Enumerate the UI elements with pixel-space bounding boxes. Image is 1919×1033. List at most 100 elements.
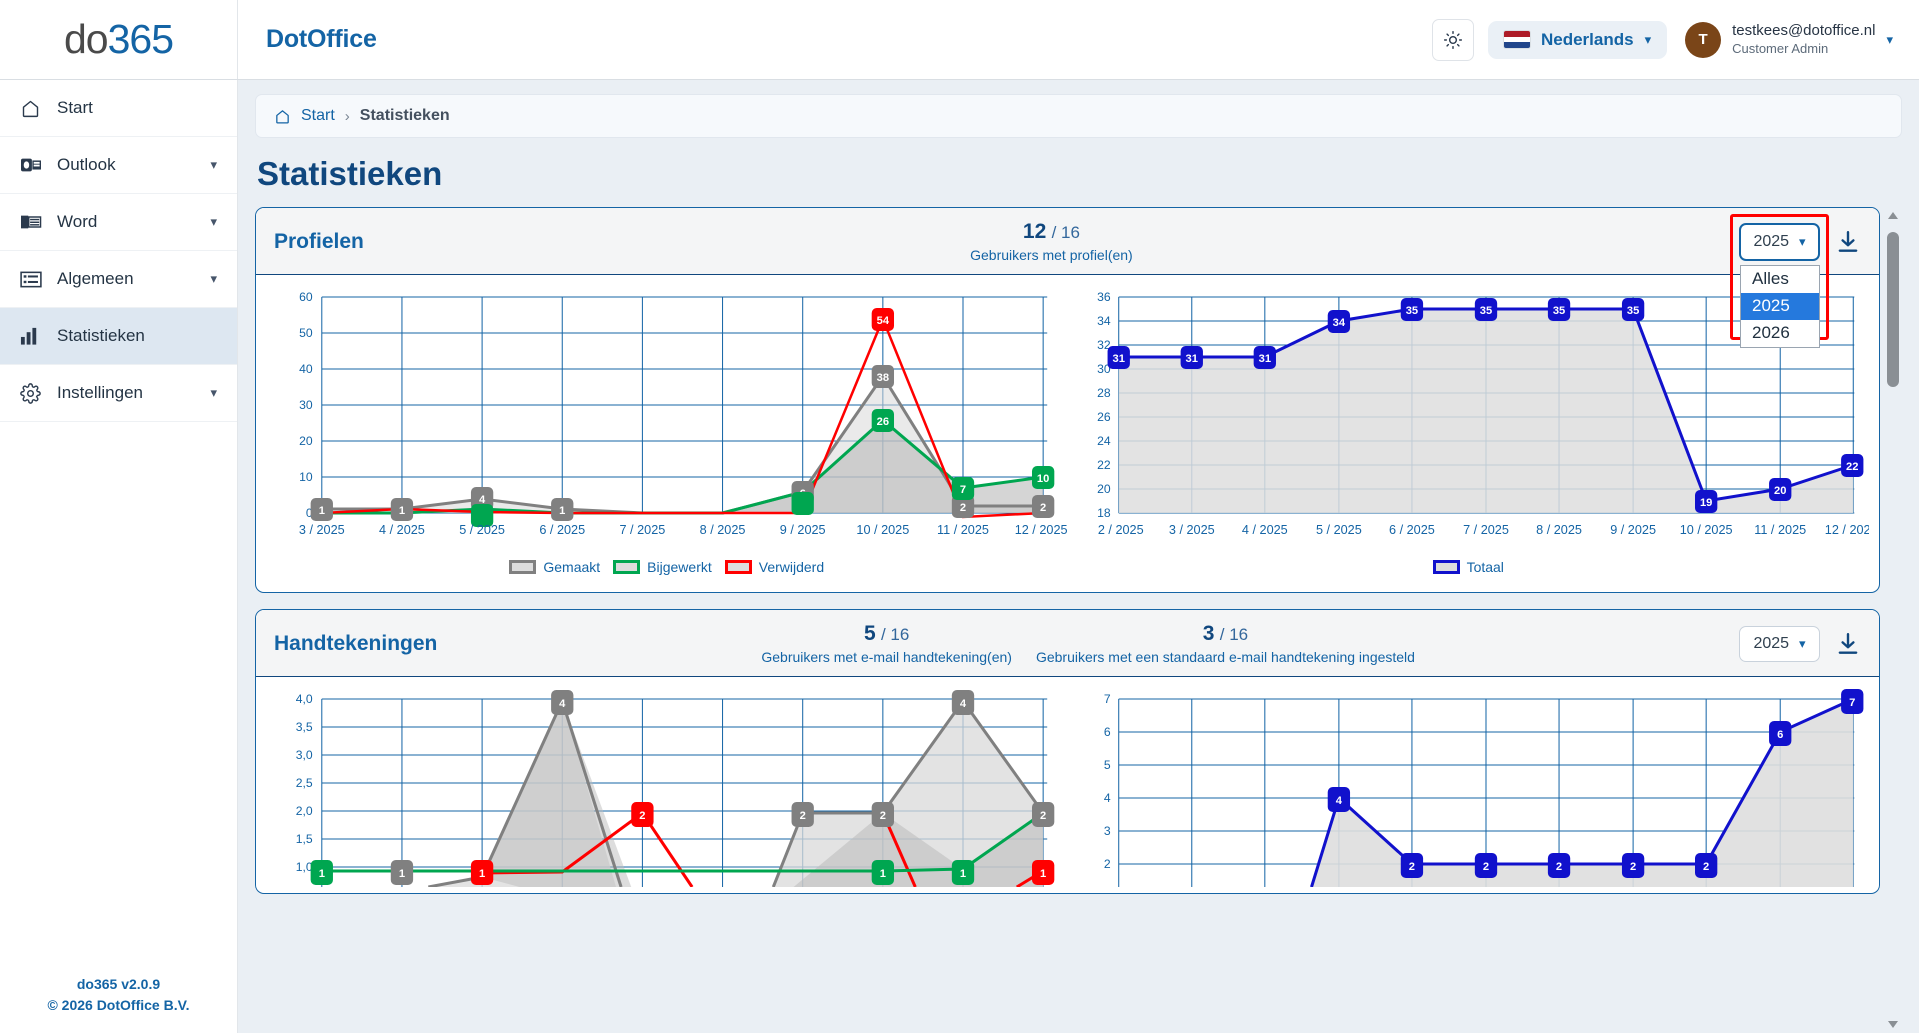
- breadcrumb-current: Statistieken: [359, 107, 450, 124]
- legend-item-verwijderd[interactable]: Verwijderd: [724, 559, 825, 575]
- gear-icon: [19, 382, 42, 405]
- list-icon: [19, 268, 42, 291]
- sidebar-item-statistieken[interactable]: Statistieken: [0, 308, 237, 365]
- svg-text:35: 35: [1552, 305, 1564, 317]
- sidebar-item-label: Statistieken: [57, 326, 145, 345]
- legend-item-gemaakt[interactable]: Gemaakt: [509, 559, 600, 575]
- sidebar-item-instellingen[interactable]: Instellingen ▾: [0, 365, 237, 422]
- download-button[interactable]: [1835, 229, 1861, 255]
- sun-icon: [1443, 30, 1463, 49]
- theme-toggle-button[interactable]: [1431, 18, 1474, 61]
- avatar: T: [1685, 21, 1722, 58]
- stat-value: 5: [864, 622, 876, 645]
- svg-text:7: 7: [1849, 697, 1855, 709]
- vertical-scrollbar[interactable]: [1886, 207, 1900, 1033]
- svg-text:2,5: 2,5: [296, 776, 313, 790]
- triangle-down-icon[interactable]: [1888, 1021, 1898, 1028]
- svg-text:7 / 2025: 7 / 2025: [1463, 523, 1509, 537]
- user-role: Customer Admin: [1732, 40, 1829, 56]
- svg-text:2: 2: [880, 810, 886, 822]
- stat-caption: Gebruikers met e-mail handtekening(en): [761, 649, 1012, 665]
- year-select[interactable]: 2025 ▾: [1739, 222, 1820, 261]
- year-option-2026[interactable]: 2026: [1752, 322, 1790, 342]
- stat-total: / 16: [880, 625, 910, 644]
- chart-profielen-total: 36 34 32 30 28 26 24 22 20 18: [1068, 285, 1869, 586]
- card-body: 4,0 3,5 3,0 2,5 2,0 1,5 1,0: [256, 677, 1879, 893]
- sidebar-footer: do365 v2.0.9 © 2026 DotOffice B.V.: [0, 974, 237, 1033]
- bar-chart-glyph: [20, 327, 37, 345]
- svg-text:1: 1: [880, 868, 886, 880]
- year-dropdown[interactable]: Alles 2025 2026: [1740, 264, 1820, 348]
- svg-text:5 / 2025: 5 / 2025: [459, 523, 505, 537]
- year-option-2025[interactable]: 2025: [1741, 292, 1819, 320]
- home-icon: [274, 108, 291, 125]
- area-bijgewerkt: [321, 420, 1044, 513]
- svg-text:12 / 2025: 12 / 2025: [1015, 523, 1068, 537]
- triangle-up-icon[interactable]: [1888, 212, 1898, 219]
- svg-text:8 / 2025: 8 / 2025: [1536, 523, 1582, 537]
- sidebar-item-outlook[interactable]: Outlook ▾: [0, 137, 237, 194]
- legend-label: Totaal: [1466, 559, 1504, 575]
- svg-text:20: 20: [1097, 482, 1111, 496]
- svg-text:9 / 2025: 9 / 2025: [780, 523, 826, 537]
- year-select-wrapper: 2025 ▾ Alles 2025 2026: [1730, 213, 1829, 348]
- scrollbar-thumb[interactable]: [1887, 232, 1899, 387]
- breadcrumb-home-link[interactable]: Start: [301, 107, 335, 124]
- user-menu[interactable]: T testkees@dotoffice.nl Customer Admin ▾: [1681, 21, 1893, 58]
- copyright: © 2026 DotOffice B.V.: [47, 996, 190, 1013]
- svg-text:0: 0: [306, 506, 313, 520]
- year-select[interactable]: 2025 ▾: [1739, 625, 1820, 662]
- stat-default-signature: 3 / 16 Gebruikers met een standaard e-ma…: [1024, 622, 1427, 665]
- stat-total: / 16: [1051, 223, 1080, 242]
- legend-item-bijgewerkt[interactable]: Bijgewerkt: [613, 559, 712, 575]
- svg-text:54: 54: [877, 315, 890, 327]
- stat-caption: Gebruikers met profiel(en): [970, 247, 1133, 263]
- svg-text:2: 2: [1555, 861, 1561, 873]
- svg-text:4 / 2025: 4 / 2025: [379, 523, 425, 537]
- svg-text:2 / 2025: 2 / 2025: [1097, 523, 1143, 537]
- chevron-down-icon: ▾: [210, 214, 217, 229]
- chevron-down-icon: ▾: [210, 157, 217, 172]
- download-button[interactable]: [1835, 631, 1861, 657]
- svg-text:4: 4: [1335, 795, 1342, 807]
- profielen-activity-plot: 60 50 40 30 20 10 0: [299, 290, 1068, 537]
- language-selector[interactable]: Nederlands ▾: [1487, 20, 1668, 59]
- sidebar-item-algemeen[interactable]: Algemeen ▾: [0, 251, 237, 308]
- legend-swatch-gemaakt: [509, 560, 537, 574]
- svg-text:10 / 2025: 10 / 2025: [856, 523, 909, 537]
- svg-text:2: 2: [1703, 861, 1709, 873]
- svg-text:20: 20: [299, 434, 313, 448]
- chevron-down-icon: ▾: [1799, 636, 1806, 651]
- sidebar-item-label: Word: [57, 212, 98, 231]
- stat-profiles: 12 / 16 Gebruikers met profiel(en): [958, 220, 1145, 263]
- sidebar-item-label: Instellingen: [57, 383, 144, 402]
- sidebar-item-start[interactable]: Start: [0, 80, 237, 137]
- legend-activity: Gemaakt Bijgewerkt Verwijderd: [266, 555, 1068, 586]
- svg-text:7: 7: [1103, 692, 1110, 706]
- logo-text: do365: [64, 19, 174, 60]
- y-axis-ticks: 60 50 40 30 20 10 0: [299, 290, 313, 520]
- stat-total: / 16: [1219, 625, 1249, 644]
- legend-item-totaal[interactable]: Totaal: [1432, 559, 1504, 575]
- stat-signatures: 5 / 16 Gebruikers met e-mail handtekenin…: [749, 622, 1024, 665]
- svg-text:2: 2: [960, 502, 966, 514]
- svg-text:26: 26: [877, 416, 889, 428]
- sidebar-item-word[interactable]: Word ▾: [0, 194, 237, 251]
- line-gemaakt-a: [428, 696, 623, 887]
- card-header: Profielen 12 / 16 Gebruikers met profiel…: [256, 208, 1879, 348]
- svg-text:1: 1: [399, 505, 405, 517]
- svg-text:7 / 2025: 7 / 2025: [620, 523, 666, 537]
- brand-logo[interactable]: do365: [0, 0, 238, 79]
- area-totaal: [1310, 699, 1853, 887]
- card-header: Handtekeningen 5 / 16 Gebruikers met e-m…: [256, 610, 1879, 677]
- svg-text:2: 2: [1040, 502, 1046, 514]
- card-stats: 12 / 16 Gebruikers met profiel(en): [364, 220, 1739, 263]
- user-meta: testkees@dotoffice.nl Customer Admin: [1732, 22, 1875, 57]
- year-option-alles[interactable]: Alles: [1752, 268, 1789, 288]
- svg-text:22: 22: [1846, 461, 1858, 473]
- svg-text:12 / 2025: 12 / 2025: [1824, 523, 1869, 537]
- legend-label: Verwijderd: [758, 559, 825, 575]
- top-bar: do365 DotOffice Nederlands ▾ T testkees@…: [0, 0, 1919, 80]
- x-axis-ticks: 3 / 2025 4 / 2025 5 / 2025 6 / 2025 7 / …: [299, 523, 1068, 537]
- svg-text:32: 32: [1097, 338, 1111, 352]
